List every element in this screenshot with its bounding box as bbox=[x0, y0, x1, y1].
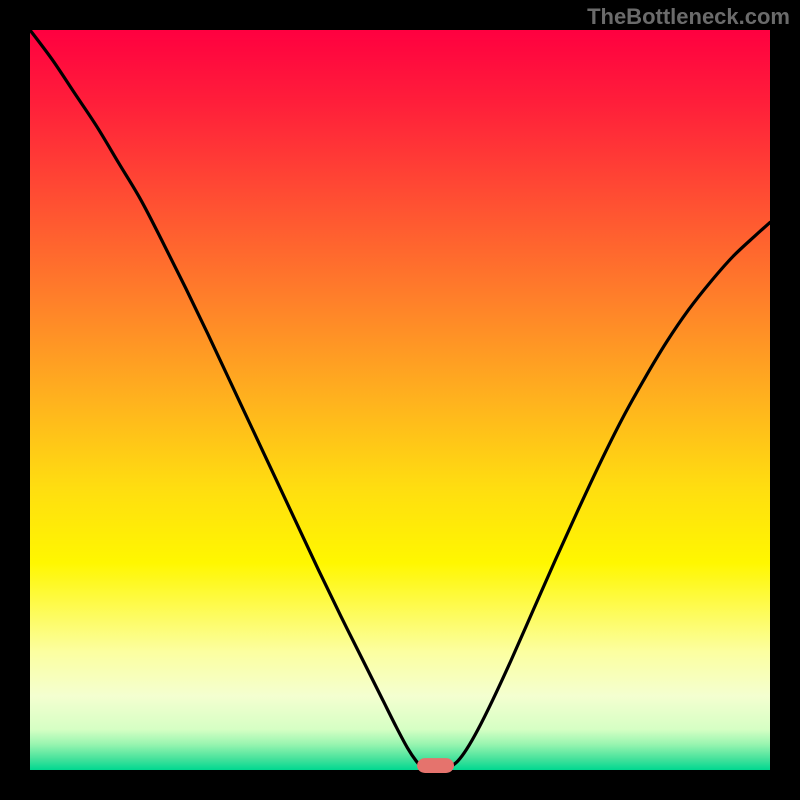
optimum-marker bbox=[417, 758, 454, 773]
plot-area-gradient bbox=[30, 30, 770, 770]
bottleneck-chart bbox=[0, 0, 800, 800]
watermark-text: TheBottleneck.com bbox=[587, 4, 790, 30]
chart-container: TheBottleneck.com bbox=[0, 0, 800, 800]
